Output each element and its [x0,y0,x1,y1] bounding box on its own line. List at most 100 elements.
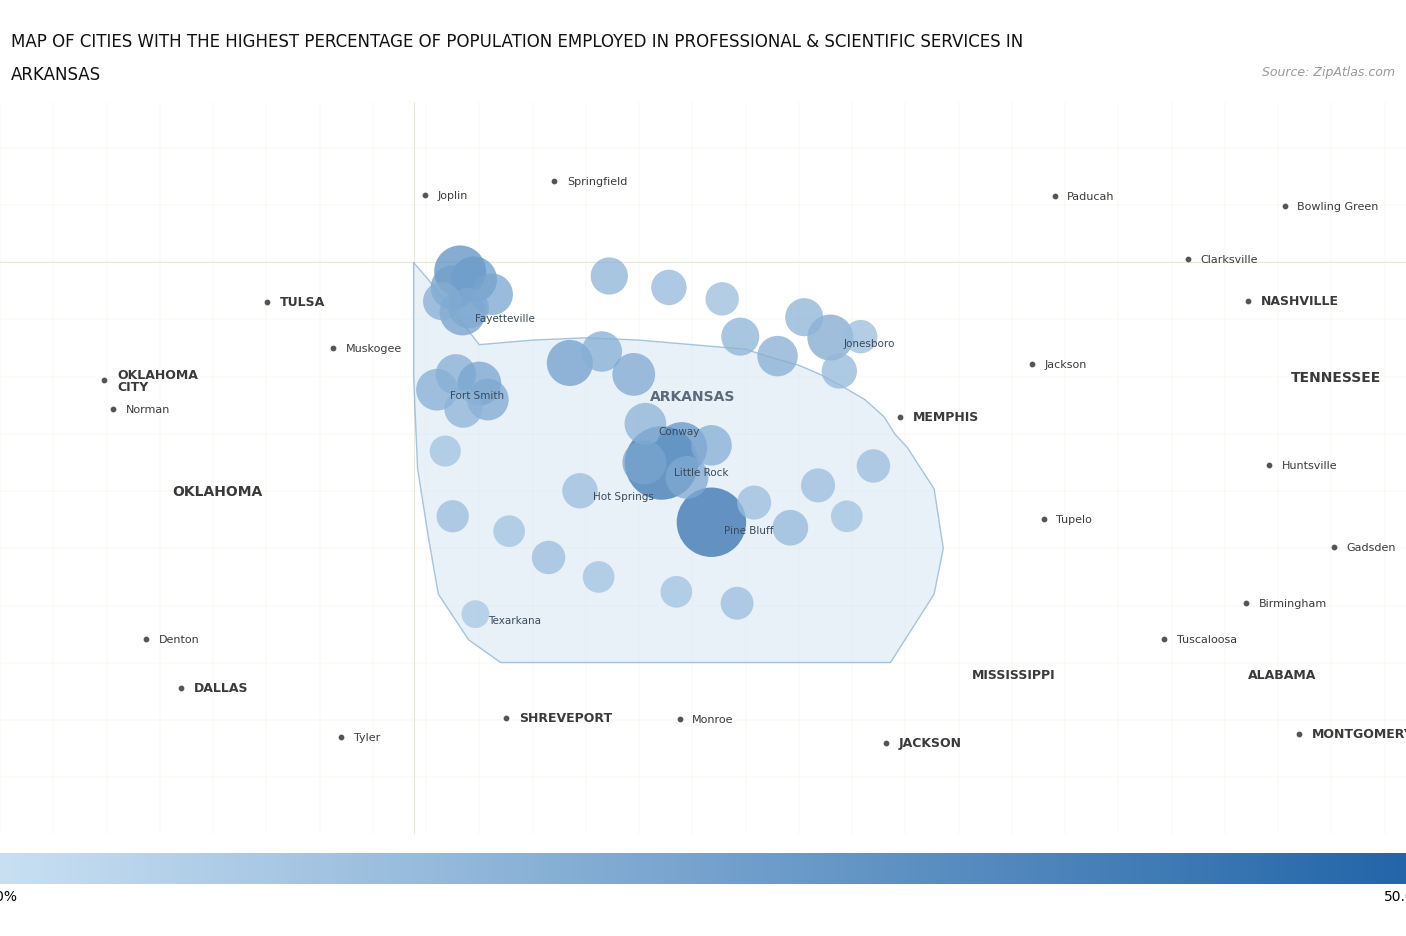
Text: Hot Springs: Hot Springs [593,492,654,502]
Text: JACKSON: JACKSON [898,737,962,750]
Point [1021,357,1043,372]
Point [807,478,830,493]
Point [1258,458,1281,473]
Point [170,680,193,695]
Text: Conway: Conway [658,426,700,436]
Text: Paducah: Paducah [1067,191,1115,201]
Point [93,373,115,388]
Point [665,585,688,600]
Text: Bowling Green: Bowling Green [1298,202,1379,212]
Point [820,330,842,345]
Text: SHREVEPORT: SHREVEPORT [519,711,612,724]
Text: Little Rock: Little Rock [675,468,728,477]
Point [668,711,690,726]
Text: Muskogee: Muskogee [346,344,402,354]
Point [889,410,911,425]
Point [463,272,485,287]
Point [828,364,851,379]
Point [1234,596,1257,611]
Point [135,632,157,647]
Point [322,342,344,357]
Point [558,356,581,371]
Point [671,441,693,456]
Text: Tuscaloosa: Tuscaloosa [1177,634,1237,644]
Point [543,175,565,190]
Point [1043,189,1066,204]
Text: Gadsden: Gadsden [1347,543,1396,552]
Text: MAP OF CITIES WITH THE HIGHEST PERCENTAGE OF POPULATION EMPLOYED IN PROFESSIONAL: MAP OF CITIES WITH THE HIGHEST PERCENTAG… [11,33,1024,51]
Point [766,349,789,364]
Text: Birmingham: Birmingham [1258,599,1327,608]
Text: Jonesboro: Jonesboro [844,339,894,349]
Point [441,509,464,524]
Point [1153,632,1175,647]
Point [634,417,657,431]
Point [591,344,613,359]
Point [430,294,453,309]
Point [676,471,699,486]
Point [658,281,681,296]
Point [441,281,464,296]
Point [568,484,591,499]
Point [413,189,436,204]
Text: Texarkana: Texarkana [488,615,541,625]
Point [498,524,520,539]
Point [434,444,457,459]
Point [457,301,479,316]
Point [588,570,610,585]
Point [477,393,499,408]
Point [464,607,486,622]
Point [468,376,491,391]
Point [101,402,124,417]
Point [481,287,503,302]
Point [329,730,352,745]
Text: OKLAHOMA: OKLAHOMA [173,485,263,499]
Point [1177,252,1199,267]
Point [256,295,278,310]
Text: Pine Bluff: Pine Bluff [724,526,773,535]
Point [453,402,475,417]
Point [1032,512,1054,527]
Point [623,368,645,383]
Point [1322,540,1344,555]
Polygon shape [413,263,943,663]
Point [700,438,723,453]
Text: MEMPHIS: MEMPHIS [912,411,980,424]
Point [449,265,471,280]
Text: OKLAHOMA
CITY: OKLAHOMA CITY [117,368,198,393]
Text: Fort Smith: Fort Smith [450,391,503,401]
Point [444,368,467,383]
Point [862,459,884,474]
Point [779,520,801,535]
Text: TULSA: TULSA [280,296,325,309]
Point [495,710,517,725]
Point [633,456,655,471]
Text: Monroe: Monroe [692,714,734,724]
Point [1274,199,1296,214]
Point [835,509,858,524]
Text: Norman: Norman [125,404,170,415]
Point [598,270,620,285]
Point [742,495,765,510]
Point [1237,294,1260,309]
Text: Tyler: Tyler [354,732,380,742]
Text: Source: ZipAtlas.com: Source: ZipAtlas.com [1261,66,1395,79]
Text: Denton: Denton [159,634,200,644]
Text: Fayetteville: Fayetteville [475,314,536,324]
Point [711,292,734,307]
Point [426,383,449,398]
Point [849,329,872,344]
Text: NASHVILLE: NASHVILLE [1261,295,1339,308]
Point [651,456,673,471]
Point [537,550,560,565]
Point [1288,726,1310,741]
Point [793,311,815,326]
Point [725,596,748,611]
Text: DALLAS: DALLAS [194,681,249,695]
Text: TENNESSEE: TENNESSEE [1291,371,1381,385]
Text: Joplin: Joplin [437,191,468,201]
Text: Huntsville: Huntsville [1282,461,1337,470]
Point [875,736,897,751]
Point [730,329,752,344]
Point [451,305,474,320]
